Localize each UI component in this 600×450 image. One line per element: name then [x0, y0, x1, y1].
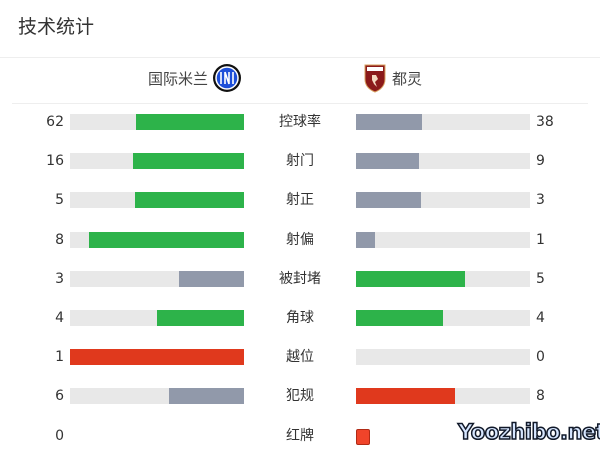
home-bar-fill: [136, 114, 244, 130]
away-bar-fill: [356, 310, 443, 326]
away-value: 0: [536, 349, 545, 366]
home-team[interactable]: 国际米兰: [148, 64, 242, 92]
home-value: 6: [55, 388, 64, 405]
away-bar-fill: [356, 388, 456, 405]
stat-label: 红牌: [286, 427, 314, 444]
away-value: 9: [536, 153, 545, 170]
stat-row: 4 角球 4: [0, 308, 600, 328]
torino-logo-icon: [364, 64, 386, 93]
home-bar-track: [70, 114, 244, 130]
home-bar-track: [70, 231, 244, 248]
home-value: 62: [46, 114, 64, 130]
stat-label: 越位: [286, 349, 314, 366]
home-value: 1: [55, 349, 64, 366]
away-value: 3: [536, 192, 545, 209]
away-bar-track: [356, 192, 530, 209]
home-bar-track: [70, 310, 244, 326]
stat-row: 3 被封堵 5: [0, 269, 600, 289]
away-bar-track: [356, 231, 530, 248]
away-bar-fill: [356, 270, 465, 287]
away-value: 1: [536, 231, 545, 248]
home-bar-fill: [89, 231, 244, 248]
away-bar-fill: [356, 192, 422, 209]
home-bar-fill: [157, 310, 244, 326]
stat-label: 射门: [286, 153, 314, 170]
divider: [0, 57, 600, 58]
away-bar-track: [356, 270, 530, 287]
home-bar-fill: [132, 153, 244, 170]
stat-row: 8 射偏 1: [0, 230, 600, 250]
home-value: 0: [55, 427, 64, 444]
home-bar-track: [70, 388, 244, 405]
away-bar-track: [356, 349, 530, 366]
home-bar-fill: [70, 349, 244, 366]
away-value: 8: [536, 388, 545, 405]
home-bar-track: [70, 153, 244, 170]
stat-label: 控球率: [279, 114, 321, 130]
home-value: 16: [46, 153, 64, 170]
stat-row: 62 控球率 38: [0, 112, 600, 132]
stat-label: 被封堵: [279, 270, 321, 287]
inter-logo-icon: [213, 64, 242, 92]
watermark: Yoozhibo.net: [457, 419, 600, 445]
away-team-name: 都灵: [392, 69, 423, 88]
away-bar-track: [356, 388, 530, 405]
stat-label: 角球: [286, 310, 314, 326]
home-bar-track: [70, 349, 244, 366]
away-bar-track: [356, 153, 530, 170]
home-value: 5: [55, 192, 64, 209]
stat-row: 1 越位 0: [0, 347, 600, 367]
away-bar-fill: [356, 231, 376, 248]
home-value: 8: [55, 231, 64, 248]
stat-label: 射正: [286, 192, 314, 209]
away-team[interactable]: 都灵: [364, 64, 423, 93]
home-bar-fill: [169, 388, 244, 405]
away-value: 5: [536, 270, 545, 287]
home-value: 4: [55, 310, 64, 326]
away-value: 4: [536, 310, 545, 326]
red-card-icon: [356, 428, 370, 445]
stat-row: 16 射门 9: [0, 151, 600, 171]
away-bar-track: [356, 114, 530, 130]
stat-row: 6 犯规 8: [0, 386, 600, 406]
stat-row: 5 射正 3: [0, 190, 600, 210]
section-title: 技术统计: [18, 16, 95, 38]
stat-label: 射偏: [286, 231, 314, 248]
home-bar-track: [70, 192, 244, 209]
divider: [12, 103, 588, 104]
stat-label: 犯规: [286, 388, 314, 405]
home-bar-track: [70, 270, 244, 287]
home-value: 3: [55, 270, 64, 287]
home-bar-fill: [178, 270, 244, 287]
away-bar-fill: [356, 153, 419, 170]
away-value: 38: [536, 114, 554, 130]
away-bar-fill: [356, 114, 423, 130]
home-bar-fill: [135, 192, 244, 209]
away-bar-track: [356, 310, 530, 326]
home-team-name: 国际米兰: [148, 69, 209, 88]
stat-row: 0 红牌: [0, 426, 600, 446]
